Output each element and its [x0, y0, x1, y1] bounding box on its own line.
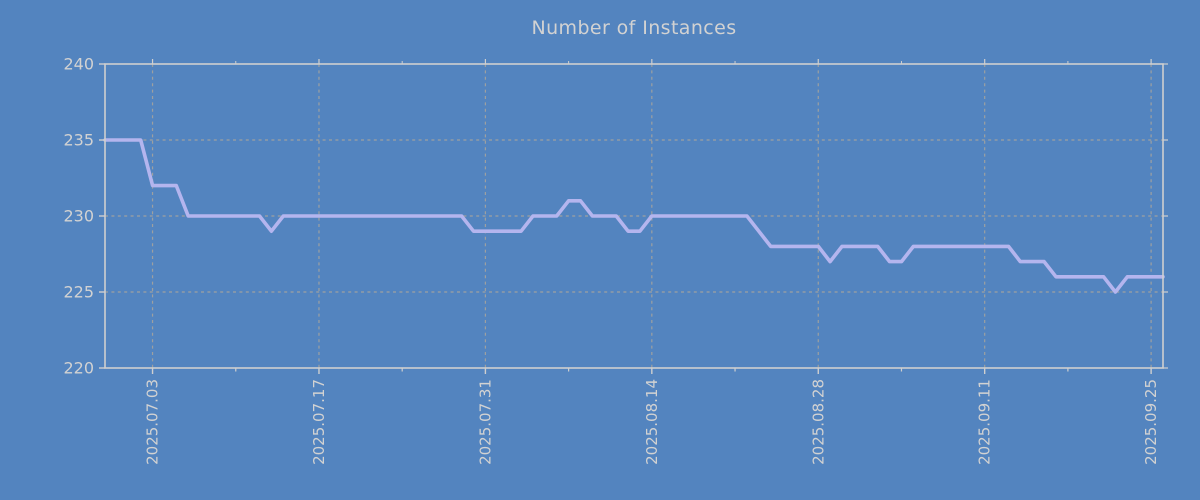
x-tick-label: 2025.07.03 [144, 379, 162, 465]
y-tick-label: 235 [63, 131, 94, 150]
x-tick-label: 2025.07.31 [476, 379, 494, 465]
x-tick-label: 2025.09.25 [1142, 379, 1160, 465]
x-tick-label: 2025.09.11 [976, 379, 994, 465]
y-tick-label: 230 [63, 207, 94, 226]
x-tick-label: 2025.08.14 [643, 379, 661, 465]
x-tick-label: 2025.08.28 [809, 379, 827, 465]
data-line [103, 138, 1165, 294]
y-tick-label: 225 [63, 283, 94, 302]
x-tick-label: 2025.07.17 [310, 379, 328, 465]
y-tick-label: 220 [63, 359, 94, 378]
axes-frame [104, 63, 1164, 369]
chart-title: Number of Instances [531, 17, 737, 39]
y-tick-label: 240 [63, 55, 94, 74]
